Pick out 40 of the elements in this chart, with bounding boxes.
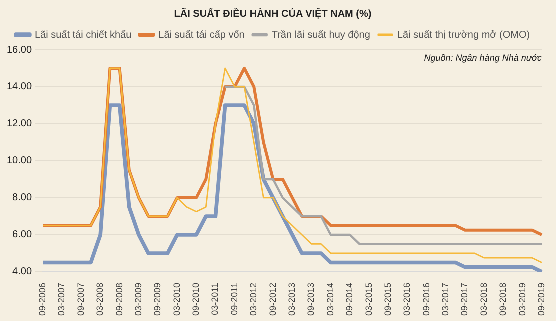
x-tick-label: 03-2011 [210, 282, 220, 316]
y-tick-label: 12.00 [6, 118, 32, 130]
x-tick-label: 03-2010 [172, 282, 182, 316]
x-tick-label: 03-2009 [133, 282, 144, 316]
x-tick-label: 09-2013 [306, 282, 316, 316]
x-tick-label: 03-2012 [248, 282, 259, 316]
x-tick-label: 09-2008 [114, 282, 124, 316]
x-tick-label: 03-2016 [402, 282, 412, 316]
x-tick-label: 03-2018 [478, 282, 489, 316]
x-tick-label: 09-2014 [344, 282, 355, 316]
x-tick-label: 03-2014 [325, 282, 336, 316]
x-tick-label: 09-2015 [382, 282, 393, 316]
chart-title: LÃI SUẤT ĐIỀU HÀNH CỦA VIỆT NAM (%) [174, 8, 372, 20]
legend-label: Lãi suất thị trường mở (OMO) [397, 30, 530, 41]
legend-label: Lãi suất tái chiết khấu [34, 30, 132, 41]
x-tick-label: 03-2007 [56, 282, 67, 316]
x-tick-label: 09-2012 [268, 282, 278, 316]
x-tick-label: 09-2006 [38, 282, 48, 316]
y-tick-label: 14.00 [6, 82, 32, 93]
x-tick-label: 09-2016 [421, 282, 432, 316]
x-tick-label: 09-2018 [498, 282, 508, 316]
x-tick-label: 09-2011 [229, 282, 240, 316]
x-tick-label: 03-2017 [440, 282, 451, 316]
y-tick-label: 8.00 [12, 192, 32, 204]
x-tick-label: 03-2013 [286, 282, 297, 316]
legend-label: Lãi suất tái cấp vốn [158, 30, 245, 41]
y-tick-label: 4.00 [12, 266, 32, 278]
x-tick-label: 09-2019 [536, 282, 546, 316]
x-tick-label: 03-2019 [517, 282, 528, 316]
x-tick-label: 03-2008 [95, 282, 106, 316]
y-tick-label: 6.00 [12, 230, 32, 241]
x-tick-label: 09-2009 [152, 282, 163, 316]
legend-label: Trần lãi suất huy động [272, 30, 370, 41]
x-tick-label: 03-2015 [364, 282, 374, 316]
y-tick-label: 10.00 [6, 156, 32, 167]
x-tick-label: 09-2010 [191, 282, 202, 316]
x-tick-label: 09-2017 [460, 282, 470, 316]
y-tick-label: 16.00 [6, 44, 32, 56]
x-tick-label: 09-2007 [76, 282, 86, 316]
annotation: Nguồn: Ngân hàng Nhà nước [424, 53, 542, 63]
